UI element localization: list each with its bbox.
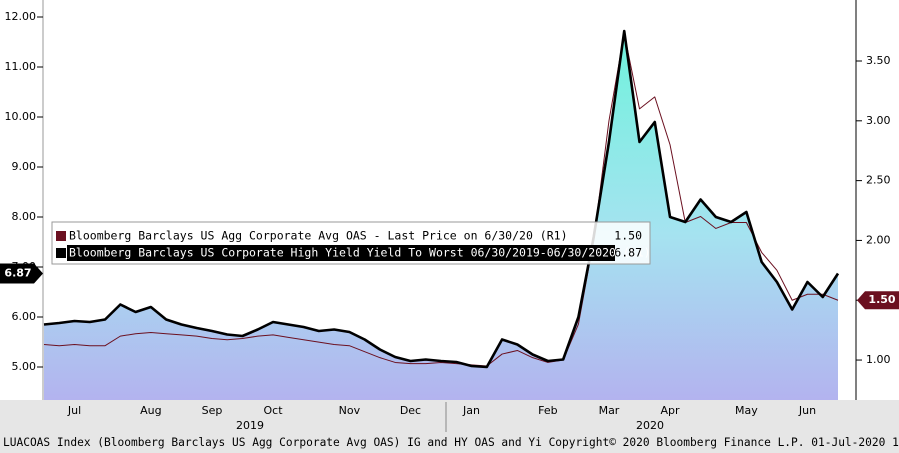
year-label: 2020 [636,419,664,432]
legend-swatch [56,231,66,241]
y-tick-label: 6.00 [12,310,37,323]
y2-tick-label: 3.50 [866,54,891,67]
x-tick-label: Sep [202,404,223,417]
y-tick-label: 9.00 [12,160,37,173]
x-tick-label: Jun [798,404,816,417]
footer: LUACOAS Index (Bloomberg Barclays US Agg… [3,436,899,449]
x-tick-label: Dec [400,404,421,417]
area [44,31,838,400]
y2-tick-label: 3.00 [866,114,891,127]
legend: Bloomberg Barclays US Agg Corporate Avg … [51,221,651,265]
x-tick-label: May [735,404,758,417]
last-value-label: 1.50 [868,293,895,306]
series-line [43,29,840,369]
series-line [43,32,839,367]
legend-highlight [67,245,615,261]
x-tick-label: Jan [462,404,480,417]
plot-area [43,29,840,400]
y-tick-label: 11.00 [5,60,37,73]
y-tick-label: 8.00 [12,210,37,223]
y-tick-label: 5.00 [12,360,37,373]
y2-tick-label: 2.00 [866,233,891,246]
legend-value: 6.87 [614,246,642,260]
x-tick-label: Nov [339,404,361,417]
y2-tick-label: 1.00 [866,353,891,366]
axis-band [0,400,899,453]
x-tick-label: Oct [264,404,284,417]
x-tick-label: Aug [140,404,161,417]
y2-tick-label: 2.50 [866,174,891,187]
legend-value: 1.50 [614,229,642,243]
last-value-tag [0,263,43,284]
year-label: 2019 [236,419,264,432]
x-tick-label: Feb [538,404,557,417]
x-tick-label: Mar [599,404,620,417]
x-tick-label: Jul [67,404,81,417]
x-tick-label: Apr [661,404,681,417]
last-value-tag [857,291,899,310]
legend-label: Bloomberg Barclays US Corporate High Yie… [69,246,651,260]
legend-label: Bloomberg Barclays US Agg Corporate Avg … [69,229,568,243]
last-value-label: 6.87 [4,267,31,280]
legend-swatch [56,248,66,258]
y-tick-label: 10.00 [5,110,37,123]
y-tick-label: 12.00 [5,10,37,23]
